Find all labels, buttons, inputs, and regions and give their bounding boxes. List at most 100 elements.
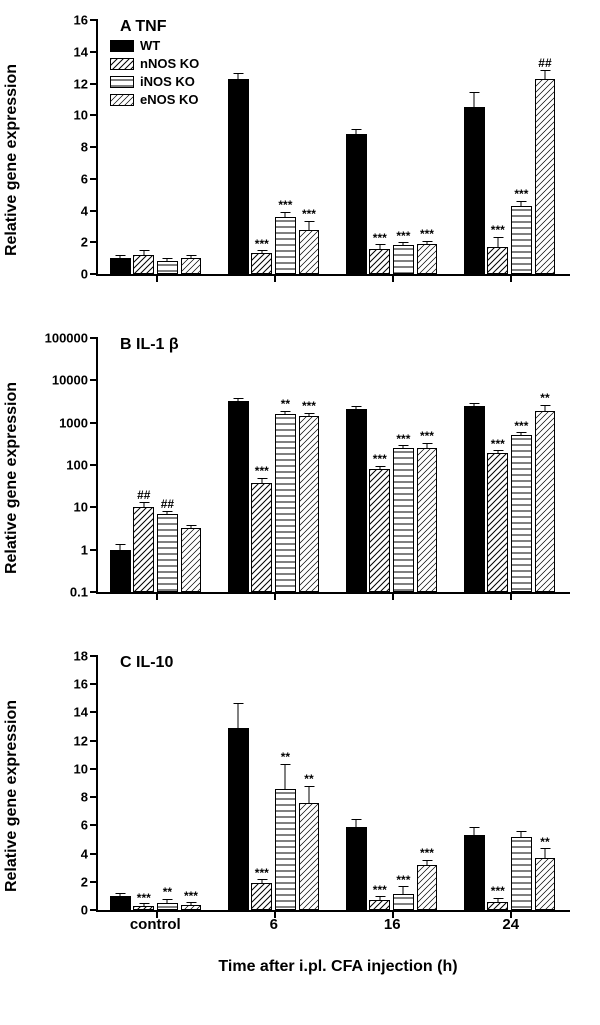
sig-mark: ## bbox=[538, 58, 551, 69]
ytick-label: 8 bbox=[81, 790, 98, 805]
xgroup-label: control bbox=[96, 916, 215, 946]
bar-eNOS bbox=[299, 230, 320, 274]
legend-swatch bbox=[110, 40, 134, 52]
legend-row-nNOS: nNOS KO bbox=[110, 56, 199, 71]
bar-iNOS bbox=[275, 414, 296, 592]
legend-label: nNOS KO bbox=[140, 56, 199, 71]
ytick-label: 1 bbox=[81, 542, 98, 557]
ytick-label: 2 bbox=[81, 874, 98, 889]
bar-iNOS bbox=[157, 903, 178, 910]
bar-eNOS bbox=[299, 803, 320, 910]
ytick-label: 100 bbox=[66, 458, 98, 473]
bar-eNOS bbox=[535, 411, 556, 592]
sig-mark: *** bbox=[491, 886, 505, 897]
bar-nNOS bbox=[133, 507, 154, 592]
sig-mark: *** bbox=[420, 848, 434, 859]
ytick-label: 1000 bbox=[59, 415, 98, 430]
ytick-label: 6 bbox=[81, 171, 98, 186]
bar-eNOS bbox=[417, 865, 438, 910]
bar-nNOS bbox=[487, 247, 508, 274]
ylabel-A: Relative gene expression bbox=[3, 64, 21, 256]
sig-mark: *** bbox=[255, 868, 269, 879]
bar-eNOS bbox=[535, 858, 556, 910]
ytick-label: 0.1 bbox=[70, 585, 98, 600]
bar-WT bbox=[228, 728, 249, 910]
bar-iNOS bbox=[393, 448, 414, 592]
bar-nNOS bbox=[369, 900, 390, 910]
plot-C: 024681012141618*************************… bbox=[96, 656, 570, 912]
bar-eNOS bbox=[299, 416, 320, 592]
legend-row-WT: WT bbox=[110, 38, 199, 53]
ytick-label: 16 bbox=[74, 13, 98, 28]
ytick-label: 10 bbox=[74, 761, 98, 776]
ytick-label: 14 bbox=[74, 705, 98, 720]
sig-mark: *** bbox=[373, 233, 387, 244]
sig-mark: *** bbox=[491, 225, 505, 236]
bar-WT bbox=[228, 401, 249, 592]
bar-eNOS bbox=[181, 905, 202, 910]
xgroup-label: 24 bbox=[452, 916, 571, 946]
x-group-labels: control61624 bbox=[96, 916, 570, 946]
bar-WT bbox=[110, 896, 131, 910]
sig-mark: *** bbox=[491, 439, 505, 450]
bar-WT bbox=[110, 550, 131, 592]
bar-iNOS bbox=[275, 217, 296, 274]
sig-mark: ## bbox=[161, 499, 174, 510]
bar-eNOS bbox=[417, 448, 438, 592]
sig-mark: *** bbox=[514, 189, 528, 200]
legend-swatch bbox=[110, 58, 134, 70]
bar-WT bbox=[464, 406, 485, 592]
bar-iNOS bbox=[157, 514, 178, 592]
legend-swatch bbox=[110, 76, 134, 88]
legend-row-iNOS: iNOS KO bbox=[110, 74, 199, 89]
ylabel-C: Relative gene expression bbox=[3, 700, 21, 892]
bar-iNOS bbox=[393, 894, 414, 910]
figure: Relative gene expression A TNF 024681012… bbox=[0, 0, 600, 996]
sig-mark: ** bbox=[281, 399, 290, 410]
bar-nNOS bbox=[369, 469, 390, 592]
ytick-label: 14 bbox=[74, 44, 98, 59]
sig-mark: ** bbox=[163, 887, 172, 898]
plot-B: 0.1110100100010000100000####************… bbox=[96, 338, 570, 594]
legend-row-eNOS: eNOS KO bbox=[110, 92, 199, 107]
bar-eNOS bbox=[535, 79, 556, 274]
bar-iNOS bbox=[275, 789, 296, 910]
ytick-label: 100000 bbox=[45, 331, 98, 346]
sig-mark: ** bbox=[540, 837, 549, 848]
sig-mark: ** bbox=[540, 393, 549, 404]
sig-mark: *** bbox=[373, 454, 387, 465]
bar-WT bbox=[464, 107, 485, 274]
bar-WT bbox=[346, 134, 367, 274]
bar-WT bbox=[228, 79, 249, 274]
bar-iNOS bbox=[393, 245, 414, 274]
bar-iNOS bbox=[511, 837, 532, 910]
panel-tnf: Relative gene expression A TNF 024681012… bbox=[20, 10, 580, 310]
bar-nNOS bbox=[487, 902, 508, 910]
sig-mark: ** bbox=[304, 774, 313, 785]
bar-nNOS bbox=[251, 253, 272, 274]
sig-mark: *** bbox=[420, 229, 434, 240]
xgroup-label: 6 bbox=[215, 916, 334, 946]
bar-WT bbox=[110, 258, 131, 274]
ytick-label: 18 bbox=[74, 649, 98, 664]
bar-nNOS bbox=[251, 483, 272, 592]
bar-nNOS bbox=[487, 453, 508, 592]
bar-WT bbox=[464, 835, 485, 910]
ytick-label: 0 bbox=[81, 267, 98, 282]
legend: WT nNOS KO iNOS KO eNOS KO bbox=[110, 38, 199, 110]
ytick-label: 10000 bbox=[52, 373, 98, 388]
sig-mark: *** bbox=[420, 431, 434, 442]
sig-mark: *** bbox=[373, 885, 387, 896]
sig-mark: ## bbox=[137, 490, 150, 501]
ytick-label: 12 bbox=[74, 733, 98, 748]
sig-mark: *** bbox=[137, 893, 151, 904]
xgroup-label: 16 bbox=[333, 916, 452, 946]
sig-mark: *** bbox=[255, 466, 269, 477]
ytick-label: 10 bbox=[74, 108, 98, 123]
sig-mark: *** bbox=[396, 434, 410, 445]
ytick-label: 12 bbox=[74, 76, 98, 91]
panel-il1b: Relative gene expression B IL-1 β 0.1110… bbox=[20, 328, 580, 628]
bar-nNOS bbox=[133, 906, 154, 910]
bar-WT bbox=[346, 827, 367, 910]
ytick-label: 2 bbox=[81, 235, 98, 250]
